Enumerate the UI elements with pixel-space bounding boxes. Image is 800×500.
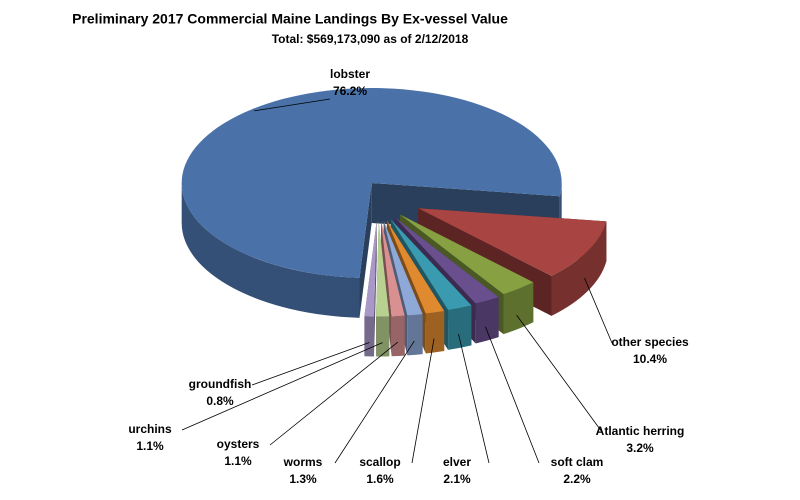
- slice-value-label: 1.3%: [289, 472, 317, 486]
- slice-label: oysters: [217, 437, 260, 451]
- leader-line: [516, 314, 603, 433]
- slice-side: [551, 221, 607, 316]
- slice-top: [364, 221, 377, 317]
- slice-value-label: 1.6%: [366, 472, 394, 486]
- slice-label: elver: [443, 455, 471, 469]
- slice-value-label: 2.2%: [563, 472, 591, 486]
- slice-value-label: 1.1%: [136, 439, 164, 453]
- slice-side: [376, 316, 390, 357]
- slice-top: [181, 88, 562, 278]
- leader-line: [485, 326, 540, 464]
- leader-line: [181, 342, 383, 431]
- chart-subtitle: Total: $569,173,090 as of 2/12/2018: [272, 32, 469, 46]
- slice-top: [381, 221, 405, 317]
- slice: [381, 221, 405, 357]
- leader-line: [254, 98, 331, 112]
- leader-line: [584, 277, 613, 344]
- leader-line: [269, 341, 399, 446]
- leader-line: [251, 342, 370, 386]
- slice-value-label: 1.1%: [224, 454, 252, 468]
- slice-label: Atlantic herring: [596, 424, 685, 438]
- slice-side: [391, 315, 405, 357]
- slice-top: [376, 221, 390, 317]
- slice-value-label: 76.2%: [333, 84, 367, 98]
- slice-side: [181, 183, 360, 318]
- slice-top: [390, 219, 472, 310]
- slice-top: [418, 208, 607, 276]
- leader-line: [458, 333, 490, 464]
- leader-line: [411, 338, 435, 464]
- slice-side: [448, 305, 472, 350]
- slice-label: urchins: [128, 422, 172, 436]
- slice-value-label: 3.2%: [626, 441, 654, 455]
- slice-side: [475, 297, 499, 344]
- slice-side: [425, 311, 445, 354]
- slice-side: [407, 314, 423, 356]
- slice-label: scallop: [359, 455, 400, 469]
- slice-top: [399, 214, 534, 295]
- slice-label: worms: [283, 455, 323, 469]
- slice-label: groundfish: [189, 377, 252, 391]
- slice-cut-face: [359, 183, 372, 318]
- leader-line: [334, 340, 415, 464]
- slice-top: [395, 217, 499, 304]
- slice: [376, 221, 390, 357]
- slice-label: lobster: [330, 67, 370, 81]
- slice-top: [383, 221, 423, 316]
- slice-side: [503, 282, 534, 335]
- slice-value-label: 2.1%: [443, 472, 471, 486]
- slice-top: [386, 220, 445, 314]
- slice-label: other species: [611, 335, 689, 349]
- slice: [364, 221, 377, 357]
- slice-value-label: 10.4%: [633, 352, 667, 366]
- slice-value-label: 0.8%: [206, 394, 234, 408]
- slice-side: [364, 316, 374, 357]
- chart-title: Preliminary 2017 Commercial Maine Landin…: [72, 11, 508, 27]
- slice-label: soft clam: [551, 455, 604, 469]
